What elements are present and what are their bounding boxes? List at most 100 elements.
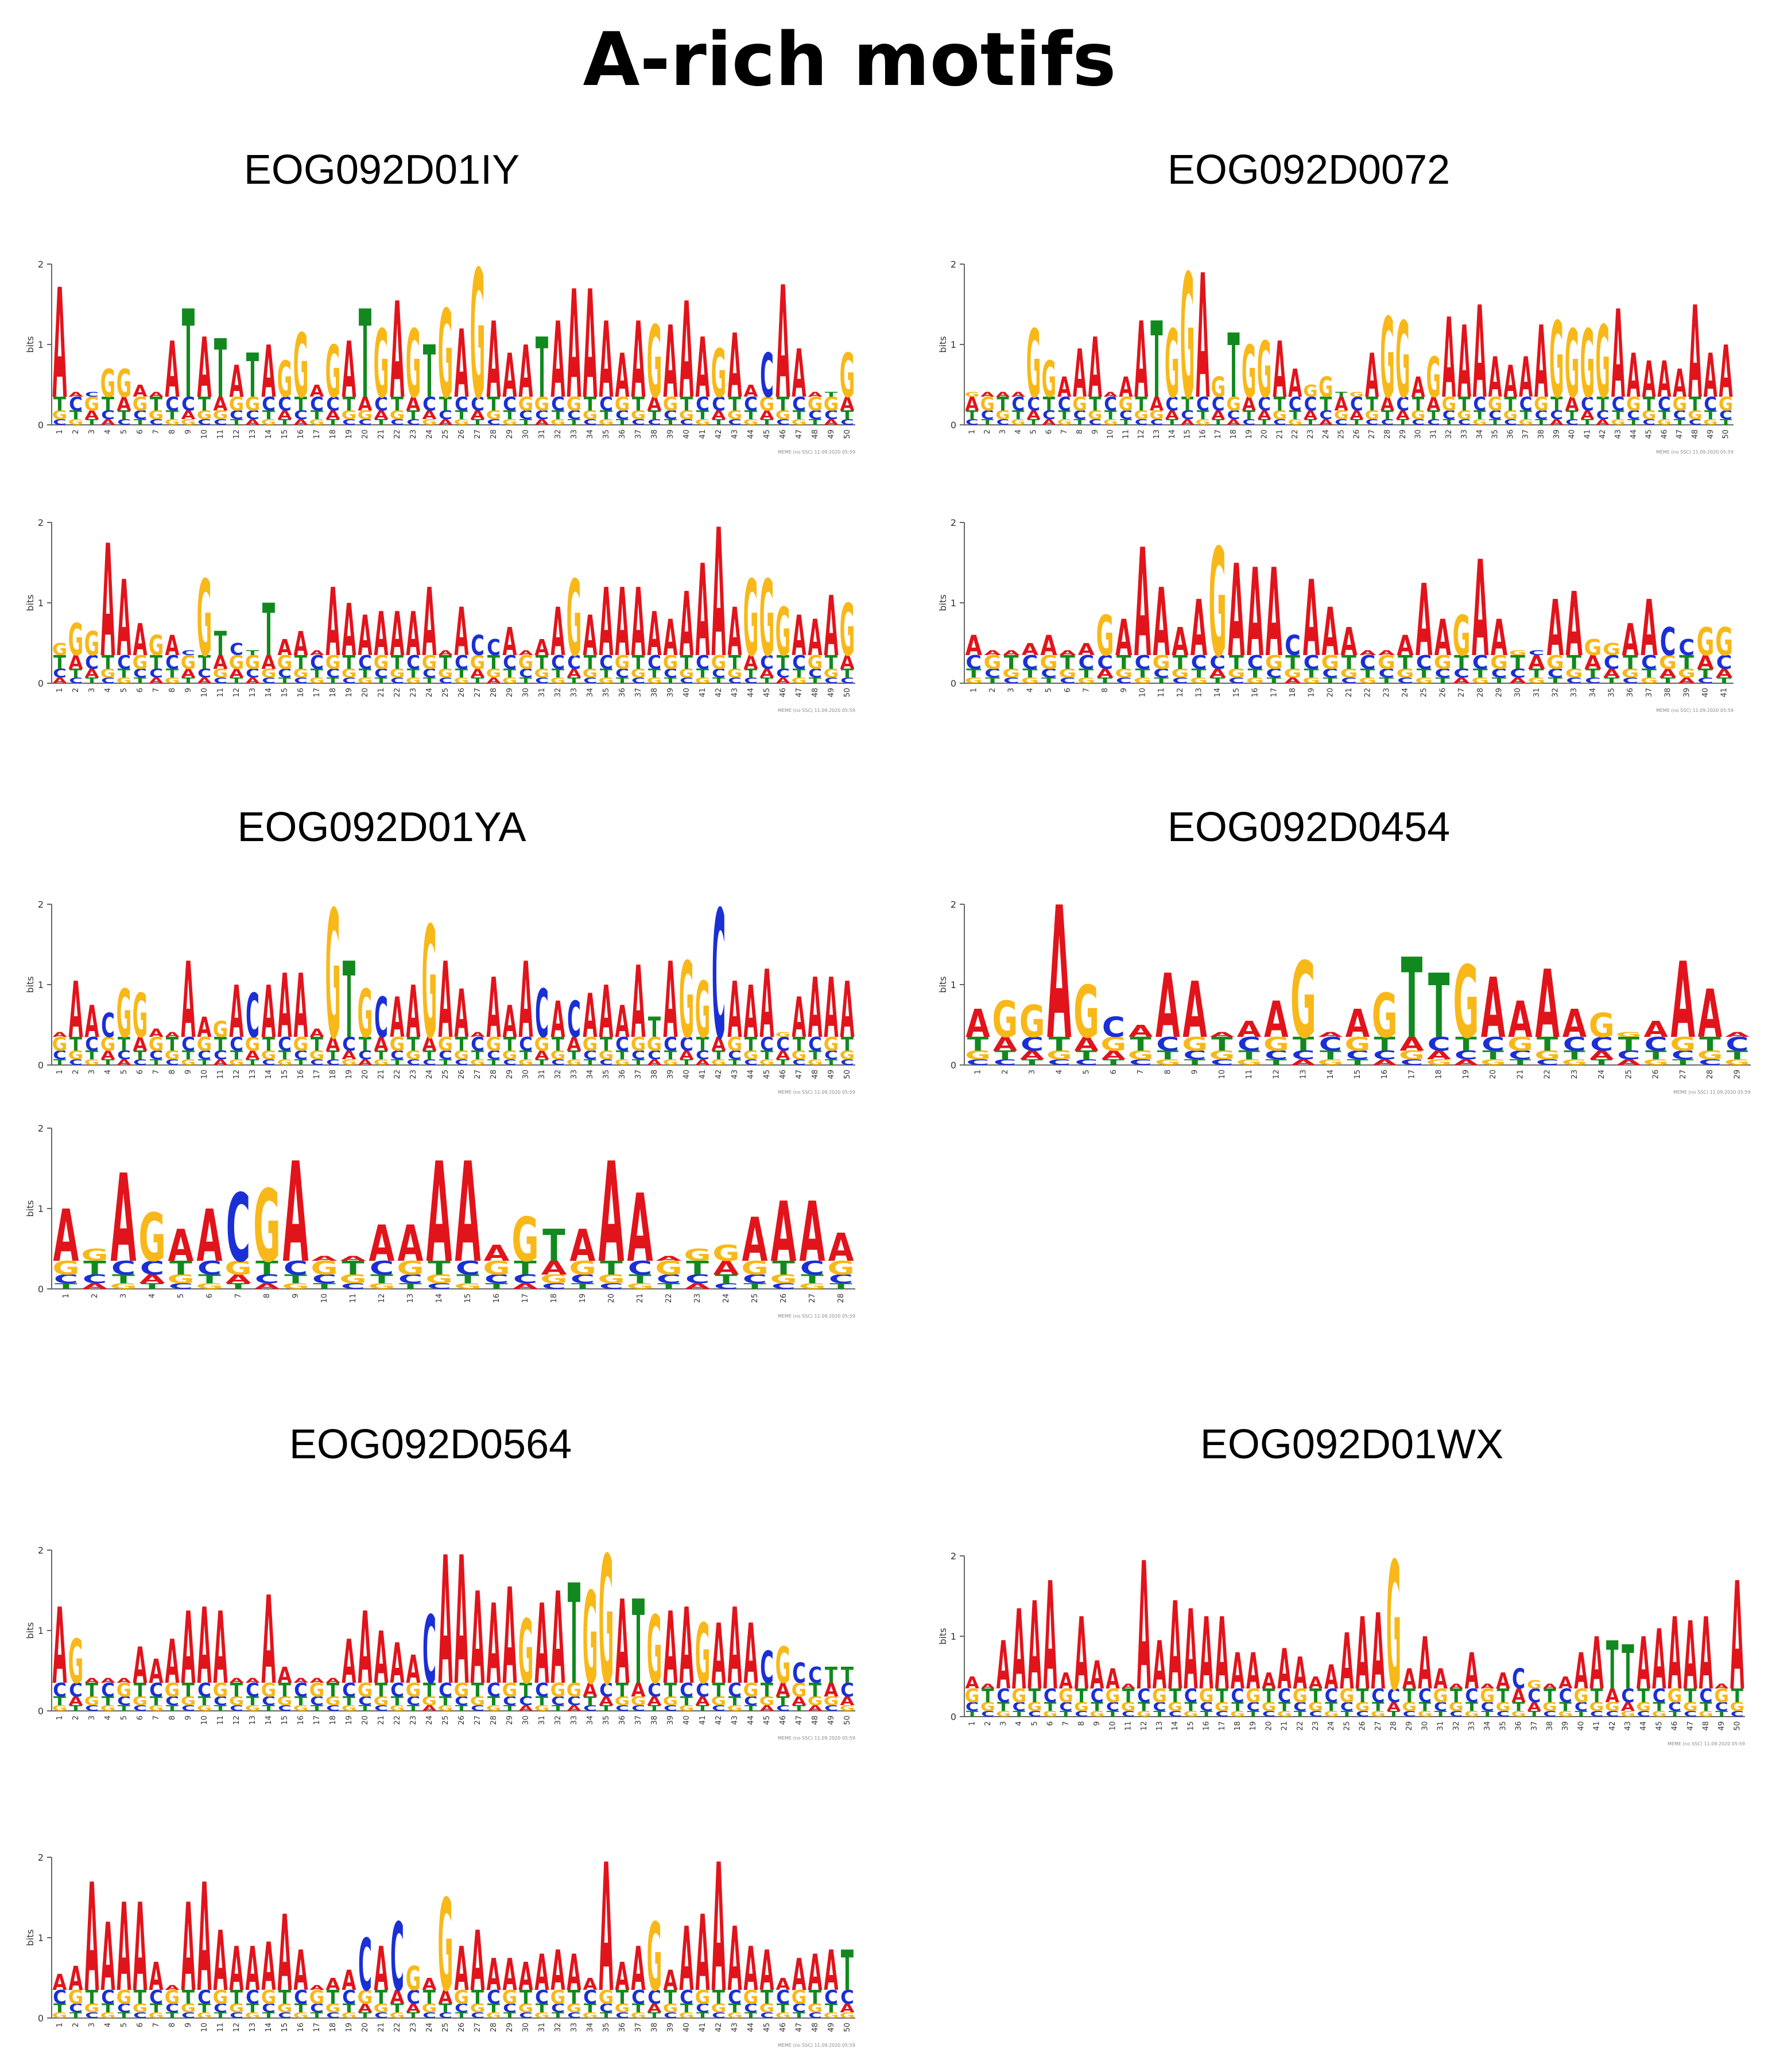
logo-letter: C: [1106, 1700, 1119, 1714]
logo-letter: T: [793, 2011, 805, 2020]
logo-letter: A: [245, 1049, 260, 1063]
logo-letter: C: [519, 409, 533, 423]
logo-letter: G: [743, 1679, 759, 1701]
logo-letter: C: [1135, 418, 1148, 427]
logo-letter: T: [391, 393, 404, 415]
logo-letter: A: [1580, 408, 1595, 423]
logo-letter: G: [68, 418, 84, 427]
logo-letter-consensus: A: [1190, 584, 1207, 674]
logo-letter: T: [1481, 1709, 1494, 1718]
logo-letter: T: [1727, 1048, 1748, 1062]
meme-footer: MEME (no SSC) 11.09.2020 05:59: [778, 2043, 855, 2048]
logo-letter: G: [197, 1033, 212, 1055]
logo-letter-consensus: G: [1180, 238, 1195, 437]
logo-letter-consensus: A: [1293, 1648, 1308, 1699]
logo-letter: T: [664, 676, 677, 685]
logo-letter: A: [1349, 408, 1364, 423]
logo-letter-consensus: A: [599, 971, 613, 1054]
position-label: 6: [136, 1070, 145, 1074]
position-label: 10: [200, 2023, 209, 2032]
position-label: 4: [1015, 1721, 1023, 1726]
logo-letter-consensus: A: [1153, 568, 1170, 677]
position-label: 35: [1491, 429, 1500, 439]
logo-letter-consensus: A: [615, 996, 629, 1047]
logo-letter: A: [1242, 393, 1256, 415]
meme-footer: MEME (no SSC) 11.09.2020 05:59: [1656, 450, 1734, 455]
logo-letter: C: [583, 1704, 597, 1713]
logo-letter: G: [1724, 1058, 1750, 1067]
logo-letter-consensus: A: [695, 320, 709, 416]
logo-letter-consensus: A: [68, 1960, 83, 1999]
position-label: 32: [554, 2023, 563, 2032]
logo-letter: C: [1428, 1033, 1451, 1055]
logo-letter: C: [53, 1679, 67, 1701]
position-label: 11: [216, 688, 225, 698]
logo-letter-consensus: G: [759, 559, 775, 680]
logo-letter: T: [1504, 393, 1517, 415]
logo-letter: C: [53, 418, 67, 427]
logo-letter: G: [68, 1049, 84, 1063]
logo-letter-consensus: A: [406, 600, 420, 670]
logo-letter: G: [1441, 393, 1456, 415]
logo-letter-consensus: A: [743, 1606, 758, 1702]
logo-letter: T: [1200, 1709, 1213, 1718]
logo-letter: G: [342, 667, 357, 681]
logo-letter: T: [841, 1033, 854, 1055]
position-label: 17: [313, 688, 321, 698]
logo-letter-consensus: A: [181, 940, 195, 1062]
logo-letter: G: [309, 1049, 325, 1063]
logo-letter: C: [1716, 652, 1732, 673]
position-label: 2: [72, 429, 80, 434]
logo-letter-consensus: A: [165, 1984, 179, 1992]
logo-letter: T: [423, 1679, 436, 1701]
logo-letter: G: [261, 1679, 277, 1701]
logo-letter-consensus: A: [406, 971, 420, 1054]
logo-letter: T: [150, 1058, 162, 1067]
logo-letter-consensus: A: [358, 605, 372, 668]
y-tick-label: 2: [38, 1852, 44, 1863]
logo-letter: C: [760, 2011, 774, 2020]
logo-letter: T: [1098, 676, 1113, 685]
logo-letter: G: [679, 2011, 695, 2020]
logo-letter: T: [616, 1679, 629, 1701]
logo-letter: C: [615, 1033, 629, 1055]
logo-letter: A: [518, 1704, 533, 1713]
position-label: 36: [1515, 1721, 1523, 1731]
logo-letter: T: [1591, 1058, 1612, 1067]
logo-letter: T: [616, 1986, 629, 2008]
logo-letter-consensus: A: [1378, 649, 1395, 657]
logo-letter-consensus: A: [1090, 1653, 1104, 1698]
position-label: 24: [425, 1715, 434, 1725]
logo-letter: G: [502, 418, 518, 427]
logo-letter: C: [471, 1704, 484, 1713]
meme-footer: MEME (no SSC) 11.09.2020 05:59: [778, 1314, 855, 1319]
position-label: 1: [56, 1715, 64, 1720]
logo-letter: A: [261, 652, 276, 673]
logo-letter: T: [568, 418, 580, 427]
logo-letter: A: [486, 676, 501, 685]
logo-letter: G: [470, 1058, 486, 1067]
logo-letter: T: [227, 1282, 250, 1291]
logo-letter-consensus: A: [615, 342, 629, 412]
logo-letter: A: [1454, 1058, 1479, 1067]
logo-letter: T: [343, 393, 356, 415]
position-label: 46: [1660, 429, 1669, 439]
logo-letter-consensus: A: [800, 1184, 825, 1280]
logo-letter: C: [487, 1679, 501, 1701]
position-label: 29: [506, 1715, 514, 1725]
position-label: 35: [602, 429, 611, 439]
logo-letter: A: [358, 393, 373, 415]
logo-letter: A: [197, 676, 212, 685]
logo-letter: C: [760, 652, 774, 673]
logo-letter: T: [1704, 408, 1716, 423]
logo-letter: G: [759, 1058, 775, 1067]
position-label: 6: [136, 2023, 145, 2027]
logo-letter: C: [455, 2002, 468, 2016]
logo-letter: A: [1335, 393, 1348, 415]
logo-letter: G: [759, 1695, 775, 1709]
logo-letter: G: [1371, 1709, 1386, 1718]
logo-letter-consensus: A: [181, 1877, 195, 2019]
position-label: 1: [968, 429, 976, 434]
logo-letter: C: [551, 1695, 565, 1709]
logo-letter: G: [518, 652, 534, 673]
